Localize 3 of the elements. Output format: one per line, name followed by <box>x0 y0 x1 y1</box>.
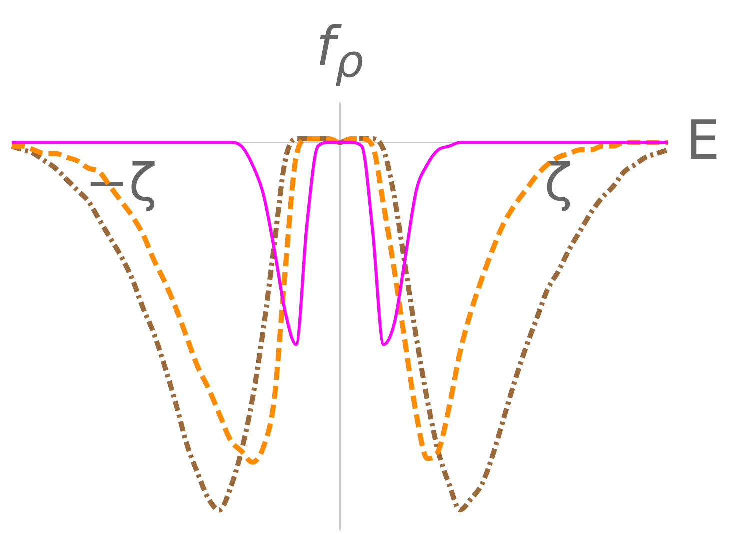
x-axis-title: E <box>686 108 720 172</box>
x-tick-label: ζ <box>544 153 573 214</box>
y-axis-title: f$_{ρ}$ <box>316 15 364 88</box>
